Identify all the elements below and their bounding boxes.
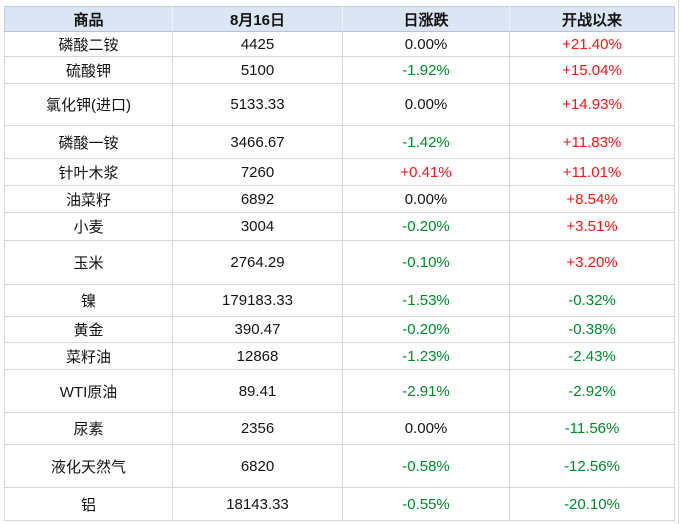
commodity-name: 铝 <box>4 487 173 521</box>
table-row: WTI原油 89.41 -2.91% -2.92% <box>4 369 675 413</box>
commodity-name: 磷酸二铵 <box>4 31 173 57</box>
header-row: 商品 8月16日 日涨跌 开战以来 <box>4 6 675 32</box>
table-body: 磷酸二铵 4425 0.00% +21.40% 硫酸钾 5100 -1.92% … <box>4 31 675 521</box>
col-header-date: 8月16日 <box>172 6 343 32</box>
commodity-name: 小麦 <box>4 212 173 241</box>
table-row: 铝 18143.33 -0.55% -20.10% <box>4 487 675 521</box>
since-start-value: -0.38% <box>509 316 675 343</box>
table-row: 镍 179183.33 -1.53% -0.32% <box>4 284 675 317</box>
since-start-value: -12.56% <box>509 444 675 488</box>
commodity-name: 油菜籽 <box>4 185 173 213</box>
price-value: 2764.29 <box>172 240 343 285</box>
price-value: 7260 <box>172 158 343 186</box>
daily-change-value: -0.20% <box>342 212 510 241</box>
col-header-since-war-start: 开战以来 <box>509 6 675 32</box>
table-row: 黄金 390.47 -0.20% -0.38% <box>4 316 675 343</box>
price-value: 5100 <box>172 56 343 84</box>
price-value: 3466.67 <box>172 125 343 159</box>
commodity-name: 液化天然气 <box>4 444 173 488</box>
since-start-value: -2.92% <box>509 369 675 413</box>
daily-change-value: 0.00% <box>342 83 510 126</box>
daily-change-value: 0.00% <box>342 31 510 57</box>
price-value: 5133.33 <box>172 83 343 126</box>
since-start-value: +8.54% <box>509 185 675 213</box>
since-start-value: +15.04% <box>509 56 675 84</box>
daily-change-value: -1.23% <box>342 342 510 370</box>
commodity-name: WTI原油 <box>4 369 173 413</box>
table-row: 油菜籽 6892 0.00% +8.54% <box>4 185 675 213</box>
table-row: 玉米 2764.29 -0.10% +3.20% <box>4 240 675 285</box>
daily-change-value: -0.58% <box>342 444 510 488</box>
commodity-price-table-container: 商品 8月16日 日涨跌 开战以来 磷酸二铵 4425 0.00% +21.40… <box>4 6 675 521</box>
commodity-name: 菜籽油 <box>4 342 173 370</box>
table-row: 液化天然气 6820 -0.58% -12.56% <box>4 444 675 488</box>
price-value: 2356 <box>172 412 343 445</box>
commodity-name: 氯化钾(进口) <box>4 83 173 126</box>
daily-change-value: +0.41% <box>342 158 510 186</box>
daily-change-value: -1.92% <box>342 56 510 84</box>
since-start-value: +14.93% <box>509 83 675 126</box>
commodity-name: 尿素 <box>4 412 173 445</box>
daily-change-value: 0.00% <box>342 412 510 445</box>
price-value: 12868 <box>172 342 343 370</box>
col-header-daily-change: 日涨跌 <box>342 6 510 32</box>
table-row: 硫酸钾 5100 -1.92% +15.04% <box>4 56 675 84</box>
table-row: 磷酸二铵 4425 0.00% +21.40% <box>4 31 675 57</box>
table-row: 小麦 3004 -0.20% +3.51% <box>4 212 675 241</box>
since-start-value: +3.51% <box>509 212 675 241</box>
since-start-value: +11.83% <box>509 125 675 159</box>
screenshot-edge-line <box>678 0 679 524</box>
since-start-value: -20.10% <box>509 487 675 521</box>
col-header-commodity: 商品 <box>4 6 173 32</box>
commodity-name: 针叶木浆 <box>4 158 173 186</box>
daily-change-value: -2.91% <box>342 369 510 413</box>
commodity-name: 磷酸一铵 <box>4 125 173 159</box>
daily-change-value: -0.10% <box>342 240 510 285</box>
price-value: 18143.33 <box>172 487 343 521</box>
since-start-value: -2.43% <box>509 342 675 370</box>
commodity-name: 玉米 <box>4 240 173 285</box>
table-row: 氯化钾(进口) 5133.33 0.00% +14.93% <box>4 83 675 126</box>
daily-change-value: -0.55% <box>342 487 510 521</box>
table-row: 磷酸一铵 3466.67 -1.42% +11.83% <box>4 125 675 159</box>
price-value: 179183.33 <box>172 284 343 317</box>
since-start-value: +3.20% <box>509 240 675 285</box>
table-row: 菜籽油 12868 -1.23% -2.43% <box>4 342 675 370</box>
daily-change-value: -0.20% <box>342 316 510 343</box>
since-start-value: +11.01% <box>509 158 675 186</box>
daily-change-value: -1.53% <box>342 284 510 317</box>
commodity-name: 硫酸钾 <box>4 56 173 84</box>
commodity-price-table: 商品 8月16日 日涨跌 开战以来 磷酸二铵 4425 0.00% +21.40… <box>4 6 675 521</box>
commodity-name: 黄金 <box>4 316 173 343</box>
price-value: 89.41 <box>172 369 343 413</box>
daily-change-value: 0.00% <box>342 185 510 213</box>
since-start-value: -0.32% <box>509 284 675 317</box>
since-start-value: -11.56% <box>509 412 675 445</box>
price-value: 4425 <box>172 31 343 57</box>
table-row: 尿素 2356 0.00% -11.56% <box>4 412 675 445</box>
table-row: 针叶木浆 7260 +0.41% +11.01% <box>4 158 675 186</box>
commodity-name: 镍 <box>4 284 173 317</box>
since-start-value: +21.40% <box>509 31 675 57</box>
price-value: 6892 <box>172 185 343 213</box>
price-value: 390.47 <box>172 316 343 343</box>
price-value: 6820 <box>172 444 343 488</box>
daily-change-value: -1.42% <box>342 125 510 159</box>
price-value: 3004 <box>172 212 343 241</box>
